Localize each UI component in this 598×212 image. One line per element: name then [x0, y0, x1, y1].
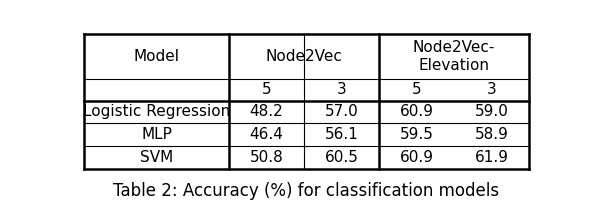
Text: 56.1: 56.1	[325, 127, 358, 142]
Text: 46.4: 46.4	[249, 127, 283, 142]
Text: 48.2: 48.2	[250, 105, 283, 119]
Text: 59.0: 59.0	[475, 105, 508, 119]
Text: 60.9: 60.9	[399, 150, 434, 165]
Text: Logistic Regression: Logistic Regression	[83, 105, 230, 119]
Text: 59.5: 59.5	[399, 127, 434, 142]
Text: Model: Model	[133, 49, 179, 64]
Text: 3: 3	[337, 82, 346, 98]
Text: 3: 3	[487, 82, 496, 98]
Text: 50.8: 50.8	[250, 150, 283, 165]
Text: 58.9: 58.9	[475, 127, 508, 142]
Text: 5: 5	[262, 82, 271, 98]
Text: MLP: MLP	[141, 127, 172, 142]
Text: 57.0: 57.0	[325, 105, 358, 119]
Text: Node2Vec: Node2Vec	[266, 49, 343, 64]
Text: 61.9: 61.9	[474, 150, 508, 165]
Text: SVM: SVM	[140, 150, 173, 165]
Text: 60.5: 60.5	[325, 150, 358, 165]
Text: 5: 5	[411, 82, 422, 98]
Text: Table 2: Accuracy (%) for classification models: Table 2: Accuracy (%) for classification…	[114, 182, 499, 200]
Text: 60.9: 60.9	[399, 105, 434, 119]
Text: Node2Vec-
Elevation: Node2Vec- Elevation	[413, 40, 495, 73]
